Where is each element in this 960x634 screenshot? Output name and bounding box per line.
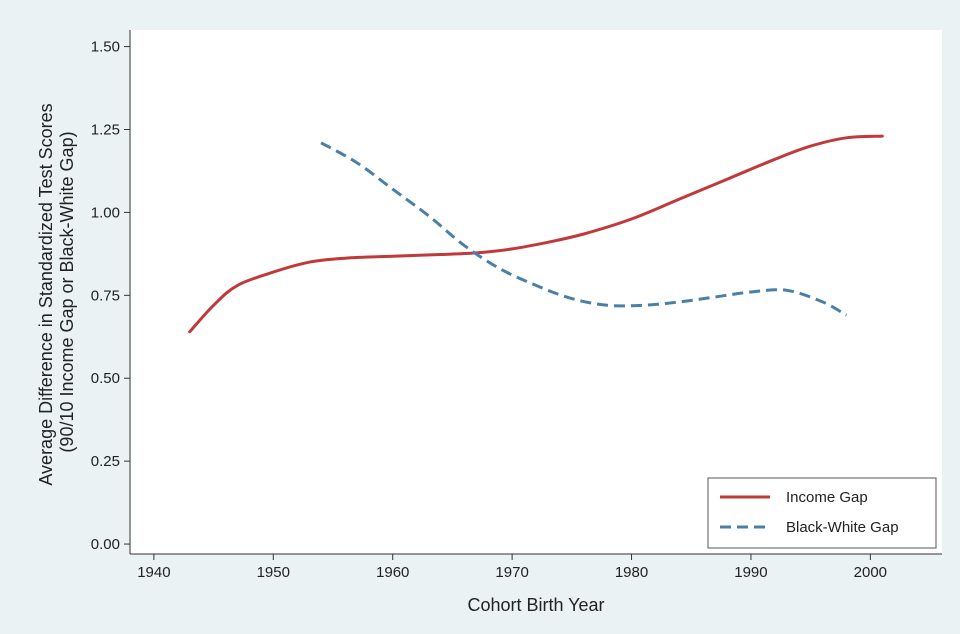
plot-area — [130, 30, 942, 554]
x-tick-label: 1990 — [734, 564, 767, 581]
y-tick-label: 1.50 — [91, 39, 120, 56]
y-tick-label: 0.25 — [91, 453, 120, 470]
x-tick-label: 2000 — [854, 564, 887, 581]
y-axis-title: Average Difference in Standardized Test … — [36, 98, 77, 485]
y-tick-label: 0.75 — [91, 287, 120, 304]
series-line-income-gap — [188, 134, 884, 334]
series-lines — [188, 134, 884, 334]
x-axis-title: Cohort Birth Year — [467, 595, 604, 615]
y-tick-label: 1.25 — [91, 121, 120, 138]
x-tick-label: 1960 — [376, 564, 409, 581]
series-line-black-white-gap — [320, 141, 848, 317]
x-tick-label: 1950 — [257, 564, 290, 581]
legend-box — [707, 477, 937, 549]
x-tick-label: 1940 — [137, 564, 170, 581]
y-tick-label: 0.50 — [91, 370, 120, 387]
y-tick-label: 1.00 — [91, 204, 120, 221]
y-axis-ticks: 0.00 0.25 0.50 0.75 1.00 1.25 1.50 — [91, 39, 130, 553]
legend-label: Black-White Gap — [786, 519, 899, 536]
legend-label: Income Gap — [786, 489, 868, 506]
y-tick-label: 0.00 — [91, 536, 120, 553]
x-axis-ticks: 1940 1950 1960 1970 1980 1990 2000 — [137, 554, 887, 581]
x-tick-label: 1970 — [495, 564, 528, 581]
legend: Income Gap Black-White Gap — [707, 477, 937, 549]
y-axis-title-line-1: Average Difference in Standardized Test … — [36, 103, 56, 485]
x-tick-label: 1980 — [615, 564, 648, 581]
y-axis-title-line-2: (90/10 Income Gap or Black-White Gap) — [57, 131, 77, 452]
